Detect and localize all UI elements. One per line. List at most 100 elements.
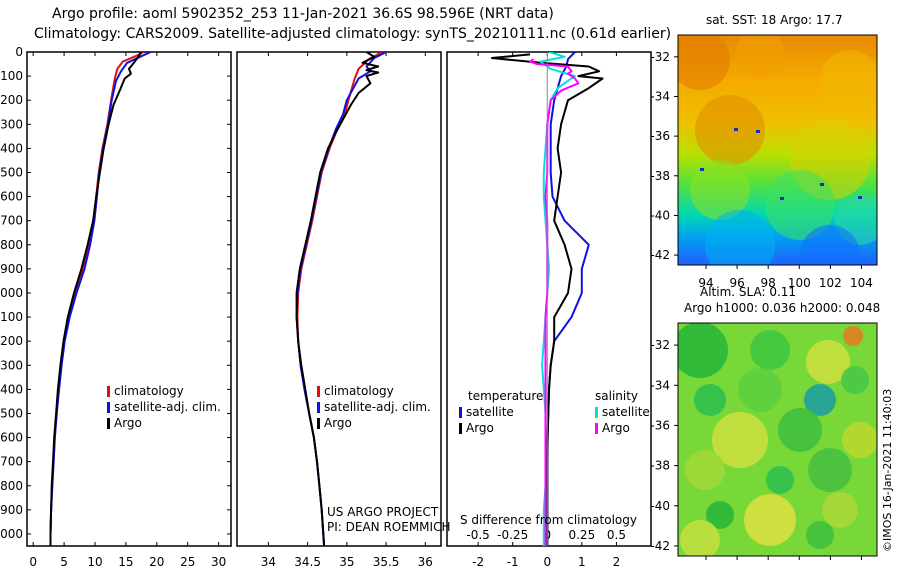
x-tick-label: 0 (543, 555, 551, 569)
map-y-tick-label: -40 (650, 208, 670, 222)
legend-swatch (107, 418, 110, 429)
legend-swatch (595, 407, 598, 418)
legend-group-title: salinity (595, 389, 638, 403)
legend-swatch (107, 386, 110, 397)
sst-patch (695, 95, 765, 165)
sst-speck (820, 183, 824, 186)
x-tick-label: -1 (507, 555, 519, 569)
legend-label: climatology (324, 384, 394, 398)
map-x-tick-label: 94 (698, 276, 713, 290)
sst-speck (780, 197, 784, 200)
sla-patch (806, 340, 850, 384)
copyright-stamp: ©IMOS 16-Jan-2021 11:40:03 (881, 389, 894, 552)
legend-label: Argo (324, 416, 352, 430)
map-y-tick-label: -34 (650, 378, 670, 392)
sst-patch (690, 160, 750, 220)
map-y-tick-label: -38 (650, 459, 670, 473)
y-tick-label: 1200 (0, 334, 23, 348)
legend-swatch (459, 423, 462, 434)
y-tick-label: 600 (0, 190, 23, 204)
y-tick-label: 100 (0, 69, 23, 83)
legend-label: climatology (114, 384, 184, 398)
sst-map: sat. SST: 18 Argo: 17.7 (677, 13, 878, 266)
sst-patch (735, 35, 785, 80)
x-tick-label: 0 (29, 555, 37, 569)
salinity-panel-frame (236, 51, 442, 547)
sla-patch (694, 384, 726, 416)
y-tick-label: 1700 (0, 455, 23, 469)
x-tick-label-salinity: -0.25 (497, 528, 528, 542)
x-tick-label: 34 (261, 555, 276, 569)
sla-patch (806, 521, 834, 549)
sla-patch (808, 448, 852, 492)
salinity-series (295, 52, 387, 546)
temperature-series (49, 52, 152, 546)
map-y-tick-label: -42 (650, 248, 670, 262)
y-tick-label: 1600 (0, 431, 23, 445)
y-tick-label: 1800 (0, 479, 23, 493)
series-line-argo (49, 52, 143, 546)
sla-patch (712, 412, 768, 468)
map-y-tick-label: -36 (650, 129, 670, 143)
map-y-tick-label: -32 (650, 338, 670, 352)
sst-patch (678, 35, 730, 90)
difference-panel-frame (446, 51, 652, 547)
series-line-climatology (49, 52, 144, 546)
y-tick-label: 200 (0, 93, 23, 107)
sla-patch (841, 366, 869, 394)
legend-label: Argo (114, 416, 142, 430)
x-tick-label: 10 (87, 555, 102, 569)
map-x-tick-label: 98 (761, 276, 776, 290)
map-x-tick-label: 102 (819, 276, 842, 290)
sst-patch (705, 210, 775, 265)
series-line-argo (295, 52, 380, 546)
sla-patch (778, 408, 822, 452)
x-tick-label: 20 (149, 555, 164, 569)
credit-project: US ARGO PROJECT (327, 505, 439, 519)
map-y-tick-label: -42 (650, 539, 670, 553)
sla-map-subtitle: Argo h1000: 0.036 h2000: 0.048 (684, 301, 880, 315)
x-tick-label-salinity: 0.25 (568, 528, 595, 542)
map-x-tick-label: 104 (850, 276, 873, 290)
legend-label: satellite-adj. clim. (114, 400, 221, 414)
x-tick-label: 2 (613, 555, 621, 569)
temperature-panel-frame (26, 51, 232, 547)
x-tick-label: 1 (578, 555, 586, 569)
x-tick-label: 34.5 (294, 555, 321, 569)
sla-patch (822, 492, 858, 528)
figure-title-line1: Argo profile: aoml 5902352_253 11-Jan-20… (52, 6, 554, 22)
x-tick-label: 5 (60, 555, 68, 569)
legend-label: Argo (602, 421, 630, 435)
legend-swatch (595, 423, 598, 434)
sla-map-frame (677, 322, 878, 557)
legend-group-title: temperature (468, 389, 543, 403)
y-tick-label: 500 (0, 165, 23, 179)
difference-axis-label: S difference from climatology (460, 513, 637, 527)
x-tick-label: -2 (472, 555, 484, 569)
sla-patch (685, 450, 725, 490)
legend-swatch (317, 402, 320, 413)
y-tick-label: 900 (0, 262, 23, 276)
y-tick-label: 800 (0, 238, 23, 252)
series-line-satellite-adj-clim- (295, 52, 387, 546)
y-tick-label: 1100 (0, 310, 23, 324)
credit-pi: PI: DEAN ROEMMICH (327, 520, 450, 534)
map-x-tick-label: 100 (788, 276, 811, 290)
legend-swatch (107, 402, 110, 413)
sla-patch (842, 422, 877, 458)
x-tick-label-salinity: -0.5 (466, 528, 489, 542)
map-y-tick-label: -34 (650, 89, 670, 103)
sla-patch (750, 330, 790, 370)
y-tick-label: 300 (0, 117, 23, 131)
series-line-temperature-satellite (546, 52, 590, 546)
y-tick-label: 1500 (0, 406, 23, 420)
sla-patch (744, 494, 796, 546)
sst-map-frame (677, 34, 878, 266)
y-tick-label: 1900 (0, 503, 23, 517)
sla-patch (706, 501, 734, 529)
legend-swatch (317, 418, 320, 429)
sla-patch (738, 368, 782, 412)
x-tick-label: 30 (211, 555, 226, 569)
legend-label: Argo (466, 421, 494, 435)
legend-swatch (459, 407, 462, 418)
